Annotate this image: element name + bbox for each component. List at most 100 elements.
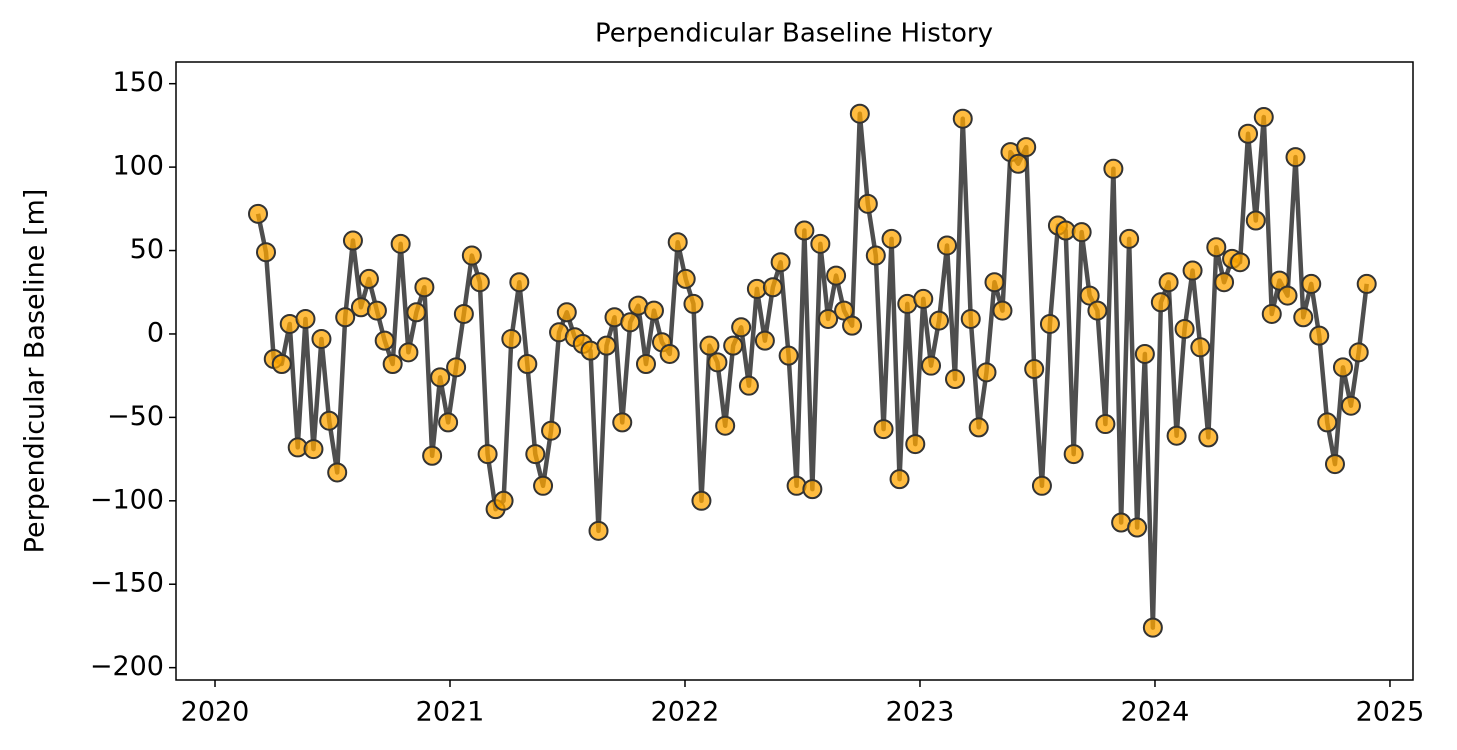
point: [1293, 307, 1314, 328]
point: [430, 367, 451, 388]
point: [422, 445, 443, 466]
point: [1142, 617, 1163, 638]
x-tick-label: 2020: [181, 697, 250, 728]
point: [556, 302, 577, 323]
point: [675, 268, 696, 289]
point: [256, 242, 277, 263]
point: [1277, 285, 1298, 306]
point: [1206, 237, 1227, 258]
x-tick-label: 2023: [886, 697, 955, 728]
point: [738, 375, 759, 396]
point: [643, 300, 664, 321]
y-tick-label: 150: [112, 67, 164, 98]
point: [762, 277, 783, 298]
x-tick-label: 2025: [1356, 697, 1425, 728]
point: [699, 335, 720, 356]
point: [976, 362, 997, 383]
point: [1190, 337, 1211, 358]
point: [1269, 270, 1290, 291]
point: [1039, 313, 1060, 334]
point: [1214, 272, 1235, 293]
point: [683, 293, 704, 314]
point: [1324, 454, 1345, 475]
point: [271, 353, 292, 374]
chart-title: Perpendicular Baseline History: [595, 19, 993, 49]
point: [1182, 260, 1203, 281]
point: [596, 335, 617, 356]
point: [1340, 395, 1361, 416]
point: [905, 434, 926, 455]
point: [1348, 342, 1369, 363]
point: [1031, 475, 1052, 496]
y-tick-label: −150: [90, 568, 164, 599]
point: [937, 235, 958, 256]
point: [612, 412, 633, 433]
y-axis-label: Perpendicular Baseline [m]: [20, 189, 51, 554]
point: [913, 288, 934, 309]
point: [929, 310, 950, 331]
point: [659, 343, 680, 364]
point: [438, 412, 459, 433]
y-tick-label: −50: [107, 401, 164, 432]
point: [731, 317, 752, 338]
point: [588, 520, 609, 541]
point: [667, 232, 688, 253]
x-tick-label: 2022: [651, 697, 720, 728]
point: [1063, 444, 1084, 465]
point: [794, 220, 815, 241]
point: [960, 308, 981, 329]
point: [533, 475, 554, 496]
point: [754, 330, 775, 351]
point: [374, 330, 395, 351]
point: [620, 312, 641, 333]
point: [1166, 425, 1187, 446]
y-tick-label: −100: [90, 484, 164, 515]
point: [889, 469, 910, 490]
point: [382, 353, 403, 374]
x-tick-label: 2021: [416, 697, 485, 728]
point: [952, 108, 973, 129]
point: [873, 419, 894, 440]
point: [248, 203, 269, 224]
y-tick-label: 0: [147, 317, 164, 348]
point: [327, 462, 348, 483]
point: [477, 444, 498, 465]
point: [1317, 412, 1338, 433]
point: [493, 490, 514, 511]
point: [295, 308, 316, 329]
point: [723, 335, 744, 356]
point: [311, 328, 332, 349]
point: [1301, 273, 1322, 294]
point: [509, 272, 530, 293]
point: [342, 230, 363, 251]
point: [446, 357, 467, 378]
point: [335, 307, 356, 328]
y-tick-label: 100: [112, 151, 164, 182]
point: [406, 302, 427, 323]
point: [319, 410, 340, 431]
point: [1150, 292, 1171, 313]
point: [1087, 300, 1108, 321]
point: [1230, 252, 1251, 273]
point: [469, 272, 490, 293]
point: [1095, 414, 1116, 435]
point: [944, 369, 965, 390]
point: [992, 300, 1013, 321]
point: [968, 417, 989, 438]
x-tick-label: 2024: [1121, 697, 1190, 728]
point: [1332, 357, 1353, 378]
point: [1253, 107, 1274, 128]
point: [366, 300, 387, 321]
point: [1245, 210, 1266, 231]
point: [802, 479, 823, 500]
point: [810, 233, 831, 254]
point: [1024, 358, 1045, 379]
point: [842, 315, 863, 336]
point: [501, 328, 522, 349]
point: [857, 193, 878, 214]
point: [390, 233, 411, 254]
point: [865, 245, 886, 266]
point: [849, 103, 870, 124]
point: [541, 420, 562, 441]
